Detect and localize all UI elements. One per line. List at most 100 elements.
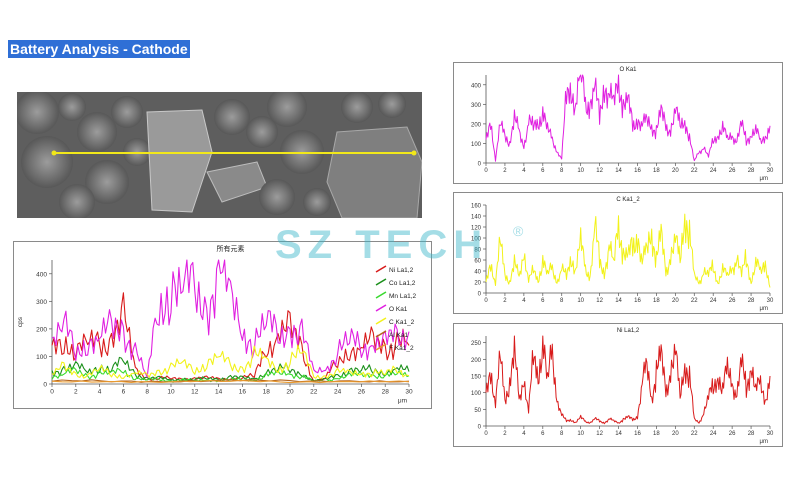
- x-tick-label: 26: [358, 389, 366, 396]
- series-line-c-ka1-2: [485, 213, 771, 288]
- x-tick-label: 28: [748, 298, 755, 304]
- x-tick-label: 8: [560, 298, 564, 304]
- x-tick-label: 4: [98, 389, 102, 396]
- y-tick-label: 400: [471, 83, 482, 89]
- x-tick-label: 28: [748, 431, 755, 437]
- y-tick-label: 300: [36, 299, 47, 306]
- x-tick-label: 8: [560, 431, 564, 437]
- sem-image-drawing: [17, 92, 422, 218]
- legend-label: F Ka1_2: [389, 345, 414, 352]
- legend-label: Ni La1,2: [389, 267, 414, 274]
- x-tick-label: 2: [503, 168, 507, 174]
- x-tick-label: 10: [577, 431, 584, 437]
- legend-swatch: [375, 330, 387, 338]
- x-tick-label: 22: [310, 389, 318, 396]
- x-tick-label: 20: [286, 389, 294, 396]
- y-tick-label: 300: [471, 103, 482, 109]
- ni-la1-chart-panel: Ni La1,2 0 50 100 150 200 250 0 2 4 6 8 10 12 14 16 18 20…: [453, 323, 783, 447]
- chart-title: 所有元素: [217, 244, 245, 253]
- legend-label: Mn La1,2: [389, 293, 416, 300]
- x-tick-label: 2: [503, 431, 507, 437]
- x-tick-label: 24: [710, 431, 717, 437]
- x-tick-label: 10: [577, 298, 584, 304]
- x-tick-label: 30: [767, 168, 774, 174]
- legend-label: O Ka1: [389, 306, 408, 313]
- y-tick-label: 160: [471, 204, 482, 210]
- x-tick-label: 14: [615, 431, 622, 437]
- series-line-o-ka1: [51, 259, 410, 378]
- x-tick-label: 22: [691, 298, 698, 304]
- x-tick-label: 10: [577, 168, 584, 174]
- x-tick-label: 24: [710, 168, 717, 174]
- x-tick-label: 6: [541, 168, 545, 174]
- all-elements-chart-panel: 所有元素 0 100 200 300 400 0 2 4 6 8 10 12 14 16 18 20 22 24 26…: [13, 241, 432, 409]
- y-tick-label: 0: [478, 292, 482, 298]
- legend-swatch: [375, 265, 387, 273]
- x-tick-label: 6: [122, 389, 126, 396]
- x-tick-label: 8: [560, 168, 564, 174]
- x-tick-label: 28: [382, 389, 390, 396]
- x-tick-label: 16: [634, 431, 641, 437]
- x-tick-label: 22: [691, 431, 698, 437]
- x-tick-label: 6: [541, 431, 545, 437]
- x-tick-label: 12: [596, 298, 603, 304]
- x-tick-label: 16: [239, 389, 247, 396]
- x-tick-label: 30: [767, 298, 774, 304]
- x-tick-label: 24: [710, 298, 717, 304]
- o-ka1-chart-panel: O Ka1 0 100 200 300 400 0 2 4 6 8 10 12 14 16 18 20 22 24 2…: [453, 62, 783, 184]
- legend-swatch: [375, 304, 387, 312]
- x-tick-label: 14: [615, 168, 622, 174]
- series-line-o-ka1: [485, 74, 771, 162]
- x-tick-label: 10: [167, 389, 175, 396]
- x-tick-label: 0: [484, 431, 488, 437]
- x-tick-label: 12: [191, 389, 199, 396]
- x-axis-label: μm: [760, 176, 768, 182]
- x-tick-label: 4: [522, 298, 526, 304]
- x-tick-label: 18: [263, 389, 271, 396]
- large-crystal: [146, 109, 213, 213]
- x-tick-label: 18: [653, 298, 660, 304]
- x-tick-label: 4: [522, 431, 526, 437]
- scan-line-end: [411, 150, 417, 156]
- y-tick-label: 0: [478, 162, 482, 168]
- y-tick-label: 20: [474, 281, 481, 287]
- x-tick-label: 14: [615, 298, 622, 304]
- y-tick-label: 200: [471, 358, 482, 364]
- watermark-text: SZ TECH: [275, 223, 488, 264]
- x-tick-label: 8: [145, 389, 149, 396]
- sztech-watermark: SZ TECH ®: [275, 222, 535, 267]
- x-axis-label: μm: [760, 306, 768, 312]
- y-tick-label: 0: [478, 425, 482, 431]
- y-tick-label: 40: [474, 270, 481, 276]
- x-tick-label: 2: [503, 298, 507, 304]
- x-tick-label: 4: [522, 168, 526, 174]
- x-tick-label: 14: [215, 389, 223, 396]
- particle-cluster-middle: [214, 92, 331, 216]
- particle-cluster-left: [17, 92, 151, 218]
- x-tick-label: 18: [653, 168, 660, 174]
- legend-swatch: [375, 317, 387, 325]
- x-tick-label: 16: [634, 168, 641, 174]
- registered-mark: ®: [513, 223, 524, 239]
- x-tick-label: 26: [729, 431, 736, 437]
- y-tick-label: 200: [36, 326, 47, 333]
- x-tick-label: 30: [767, 431, 774, 437]
- chart-title: Ni La1,2: [617, 328, 640, 334]
- y-tick-label: 100: [471, 142, 482, 148]
- x-tick-label: 26: [729, 168, 736, 174]
- x-tick-label: 24: [334, 389, 342, 396]
- x-tick-label: 20: [672, 168, 679, 174]
- x-tick-label: 12: [596, 168, 603, 174]
- x-tick-label: 12: [596, 431, 603, 437]
- y-tick-label: 0: [43, 382, 47, 389]
- x-tick-label: 28: [748, 168, 755, 174]
- series-line-c-ka1-2: [51, 344, 410, 380]
- x-axis-label: μm: [398, 398, 407, 405]
- legend-label: C Ka1_2: [389, 319, 415, 326]
- x-tick-label: 6: [541, 298, 545, 304]
- y-tick-label: 150: [471, 375, 482, 381]
